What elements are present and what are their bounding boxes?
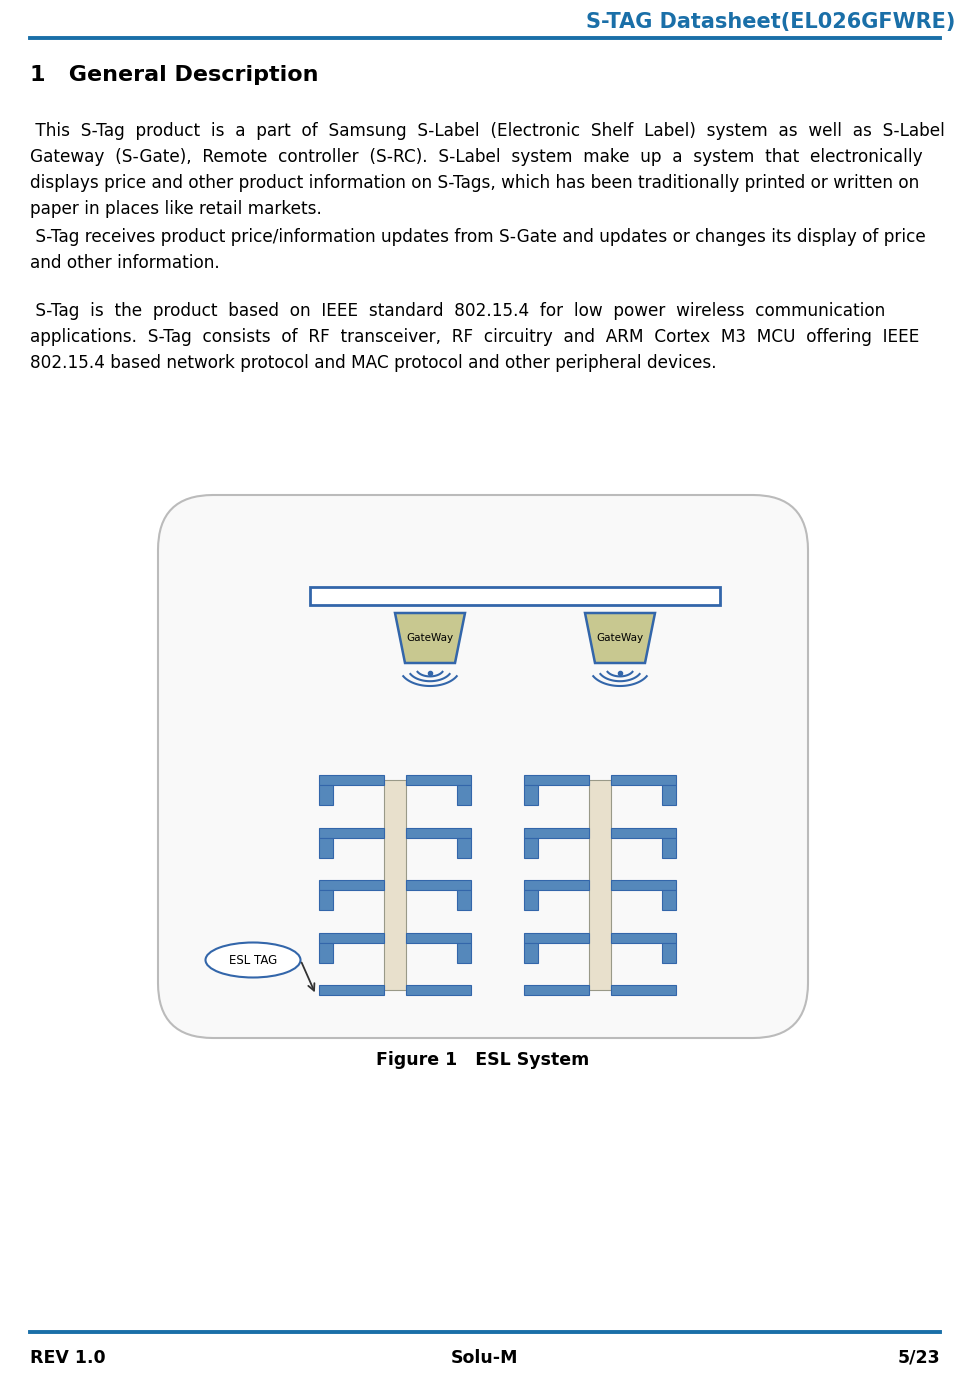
- Bar: [310, 587, 719, 605]
- Text: applications.  S-Tag  consists  of  RF  transceiver,  RF  circuitry  and  ARM  C: applications. S-Tag consists of RF trans…: [30, 328, 919, 346]
- Bar: [661, 838, 675, 857]
- Bar: [406, 775, 471, 785]
- Bar: [319, 890, 332, 910]
- Text: paper in places like retail markets.: paper in places like retail markets.: [30, 201, 322, 218]
- Bar: [610, 775, 675, 785]
- Bar: [456, 785, 471, 805]
- Bar: [523, 985, 588, 995]
- Polygon shape: [394, 613, 464, 664]
- Bar: [610, 879, 675, 890]
- Bar: [610, 933, 675, 943]
- Bar: [661, 890, 675, 910]
- Text: Gateway  (S-Gate),  Remote  controller  (S-RC).  S-Label  system  make  up  a  s: Gateway (S-Gate), Remote controller (S-R…: [30, 148, 922, 166]
- Text: S-Tag  is  the  product  based  on  IEEE  standard  802.15.4  for  low  power  w: S-Tag is the product based on IEEE stand…: [30, 302, 885, 320]
- Bar: [523, 838, 538, 857]
- Bar: [319, 985, 384, 995]
- Bar: [319, 933, 384, 943]
- Bar: [319, 775, 384, 785]
- Bar: [456, 943, 471, 963]
- Bar: [523, 785, 538, 805]
- Bar: [406, 985, 471, 995]
- Ellipse shape: [205, 943, 300, 977]
- Text: 802.15.4 based network protocol and MAC protocol and other peripheral devices.: 802.15.4 based network protocol and MAC …: [30, 354, 716, 372]
- Text: ESL TAG: ESL TAG: [229, 954, 277, 966]
- Bar: [661, 943, 675, 963]
- Text: 5/23: 5/23: [896, 1349, 939, 1367]
- Text: This  S-Tag  product  is  a  part  of  Samsung  S-Label  (Electronic  Shelf  Lab: This S-Tag product is a part of Samsung …: [30, 122, 944, 140]
- Text: displays price and other product information on S-Tags, which has been tradition: displays price and other product informa…: [30, 174, 919, 192]
- Bar: [523, 775, 588, 785]
- Bar: [523, 943, 538, 963]
- Text: S-TAG Datasheet(EL026GFWRE): S-TAG Datasheet(EL026GFWRE): [585, 12, 954, 32]
- Bar: [523, 890, 538, 910]
- Bar: [523, 827, 588, 838]
- Text: S-Tag receives product price/information updates from S-Gate and updates or chan: S-Tag receives product price/information…: [30, 228, 924, 246]
- Bar: [319, 827, 384, 838]
- Text: Figure 1   ESL System: Figure 1 ESL System: [376, 1051, 589, 1069]
- Bar: [319, 785, 332, 805]
- Bar: [661, 785, 675, 805]
- Bar: [588, 780, 610, 991]
- Text: 1   General Description: 1 General Description: [30, 65, 318, 85]
- Bar: [319, 879, 384, 890]
- Bar: [523, 879, 588, 890]
- Bar: [456, 838, 471, 857]
- Bar: [523, 933, 588, 943]
- Bar: [406, 879, 471, 890]
- Bar: [610, 985, 675, 995]
- Text: GateWay: GateWay: [406, 633, 453, 643]
- Text: GateWay: GateWay: [596, 633, 642, 643]
- Bar: [406, 933, 471, 943]
- Bar: [406, 827, 471, 838]
- Bar: [319, 943, 332, 963]
- Text: and other information.: and other information.: [30, 254, 220, 272]
- Bar: [319, 838, 332, 857]
- Text: Solu-M: Solu-M: [451, 1349, 518, 1367]
- Text: REV 1.0: REV 1.0: [30, 1349, 106, 1367]
- Bar: [610, 827, 675, 838]
- Bar: [456, 890, 471, 910]
- Polygon shape: [584, 613, 654, 664]
- Bar: [384, 780, 406, 991]
- FancyBboxPatch shape: [158, 495, 807, 1037]
